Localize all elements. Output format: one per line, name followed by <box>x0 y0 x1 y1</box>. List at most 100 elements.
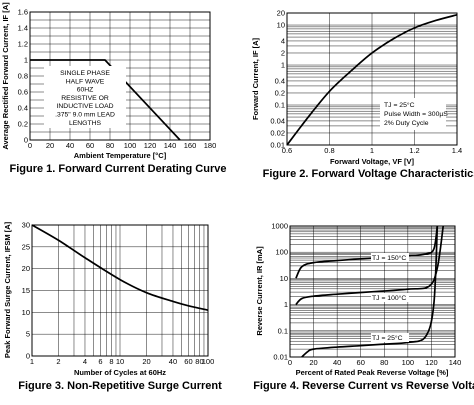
figure-1-tick-labels: 0 20 40 60 80 100 120 140 160 180 0 0.2 0.4 0.6 0.8 1 1.… <box>18 8 217 151</box>
x-tick-label: 8 <box>109 357 113 366</box>
figure-4-plot-frame <box>289 225 456 358</box>
y-tick-label: 0.1 <box>278 326 288 335</box>
x-tick-label: 120 <box>425 358 438 367</box>
figure-4-y-axis-label: Reverse Current, IR [mA] <box>255 246 264 336</box>
y-tick-label: 0.2 <box>18 120 28 129</box>
x-tick-label: 100 <box>202 357 215 366</box>
figure-4-series <box>295 225 445 358</box>
x-tick-label: 40 <box>66 141 74 150</box>
y-tick-label: 0 <box>24 136 28 145</box>
figure-4-reverse-current-chart: 0 20 40 60 80 100 120 140 0.01 0.1 1 10 100 1000 TJ =… <box>253 222 474 393</box>
y-tick-label: 1000 <box>271 222 288 231</box>
x-tick-label: 4 <box>83 357 87 366</box>
x-tick-label: 160 <box>184 141 197 150</box>
annotation-line: 2% Duty Cycle <box>384 120 429 127</box>
x-tick-label: 20 <box>46 141 54 150</box>
figure-2-x-axis-label: Forward Voltage, VF [V] <box>330 157 415 166</box>
x-tick-label: 80 <box>380 358 388 367</box>
x-tick-label: 0 <box>288 358 292 367</box>
y-tick-label: 0.6 <box>18 88 28 97</box>
y-tick-label: 1.4 <box>18 24 28 33</box>
figure-3-x-axis-label: Number of Cycles at 60Hz <box>74 368 166 377</box>
figure-4-x-axis-label: Percent of Rated Peak Reverse Voltage [%… <box>296 368 449 377</box>
figure-2-annotation-box <box>380 98 446 130</box>
annotation-line: HALF WAVE <box>66 78 105 85</box>
x-tick-label: 140 <box>164 141 177 150</box>
y-tick-label: 2 <box>281 48 285 57</box>
annotation-line: RESISTIVE OR <box>61 95 109 102</box>
figure-2-y-axis-label: Forward Current, IF [A] <box>251 37 260 120</box>
x-tick-label: 0.6 <box>282 146 292 155</box>
figure-3-gridlines <box>32 225 208 356</box>
y-tick-label: 1 <box>24 56 28 65</box>
figure-1-x-axis-label: Ambient Temperature [°C] <box>74 151 167 160</box>
figure-2-tick-labels: 0.6 0.8 1 1.2 1.4 0.01 0.02 0.04 0.1 0.2 0.4 1 2 4 10 2… <box>270 9 462 156</box>
x-tick-label: 20 <box>309 358 317 367</box>
y-tick-label: 0.4 <box>275 76 285 85</box>
x-tick-label: 0 <box>28 141 32 150</box>
y-tick-label: 15 <box>22 286 30 295</box>
x-tick-label: 60 <box>86 141 94 150</box>
y-tick-label: 1.6 <box>18 8 28 17</box>
y-tick-label: 20 <box>22 264 30 273</box>
y-tick-label: 0.01 <box>270 141 285 150</box>
figure-1-caption: Figure 1. Forward Current Derating Curve <box>10 163 227 175</box>
annotation-line: INDUCTIVE LOAD <box>56 103 113 110</box>
y-tick-label: 1 <box>281 61 285 70</box>
series-label: TJ = 100°C <box>372 294 406 302</box>
reverse-current-series-3 <box>301 225 439 358</box>
y-tick-label: 0.4 <box>18 104 28 113</box>
series-label: TJ = 150°C <box>372 254 406 262</box>
figure-3-caption: Figure 3. Non-Repetitive Surge Current <box>18 380 222 392</box>
y-tick-label: 10 <box>22 308 30 317</box>
figure-2-gridlines <box>287 13 457 145</box>
figure-2-annotation: TJ = 25°C Pulse Width = 300µS 2% Duty Cycl… <box>384 101 448 127</box>
x-tick-label: 40 <box>333 358 341 367</box>
series-label: TJ = 25°C <box>372 334 403 342</box>
x-tick-label: 60 <box>184 357 192 366</box>
annotation-line: TJ = 25°C <box>384 101 415 109</box>
y-tick-label: 4 <box>281 36 285 45</box>
annotation-line: 60HZ <box>77 87 94 94</box>
y-tick-label: 1 <box>284 300 288 309</box>
figure-2-caption: Figure 2. Forward Voltage Characteristic… <box>263 168 474 180</box>
annotation-line: Pulse Width = 300µS <box>384 111 448 118</box>
x-tick-label: 100 <box>402 358 415 367</box>
y-tick-label: 0.01 <box>273 353 288 362</box>
x-tick-label: 80 <box>106 141 114 150</box>
x-tick-label: 1 <box>30 357 34 366</box>
x-tick-label: 6 <box>98 357 102 366</box>
figure-4-tick-labels: 0 20 40 60 80 100 120 140 0.01 0.1 1 10 100 1000 <box>271 222 461 368</box>
y-tick-label: 0.2 <box>275 88 285 97</box>
y-tick-label: 1.2 <box>18 40 28 49</box>
x-tick-label: 140 <box>449 358 462 367</box>
y-tick-label: 0.04 <box>270 116 285 125</box>
annotation-line: LENGTHS <box>69 120 102 127</box>
series-label-background <box>371 293 409 302</box>
x-tick-label: 1.2 <box>409 146 419 155</box>
forward-voltage-curve <box>286 14 458 146</box>
figure-2-forward-voltage-chart: 0.6 0.8 1 1.2 1.4 0.01 0.02 0.04 0.1 0.2 0.4 1 2 4 10 2… <box>251 9 474 181</box>
reverse-current-series-2 <box>295 225 445 306</box>
y-tick-label: 0 <box>26 352 30 361</box>
x-tick-label: 20 <box>142 357 150 366</box>
surge-current-curve <box>31 224 209 311</box>
annotation-line: SINGLE PHASE <box>60 70 110 77</box>
annotation-line: .375" 9.0 mm LEAD <box>55 112 115 119</box>
x-tick-label: 80 <box>195 357 203 366</box>
y-tick-label: 0.1 <box>275 101 285 110</box>
y-tick-label: 25 <box>22 242 30 251</box>
y-tick-label: 0.02 <box>270 128 285 137</box>
x-tick-label: 180 <box>204 141 217 150</box>
y-tick-label: 5 <box>26 330 30 339</box>
figure-1-derating-chart: 0 20 40 60 80 100 120 140 160 180 0 0.2 0.4 0.6 0.8 1 1.… <box>1 2 226 175</box>
series-label-background <box>371 253 409 262</box>
x-tick-label: 0.8 <box>324 146 334 155</box>
figure-3-y-axis-label: Peak Forward Surge Current, IFSM [A] <box>3 221 12 358</box>
figure-1-y-axis-label: Average Rectified Forward Current, IF [A… <box>1 2 10 150</box>
y-tick-label: 20 <box>277 9 285 18</box>
x-tick-label: 60 <box>357 358 365 367</box>
